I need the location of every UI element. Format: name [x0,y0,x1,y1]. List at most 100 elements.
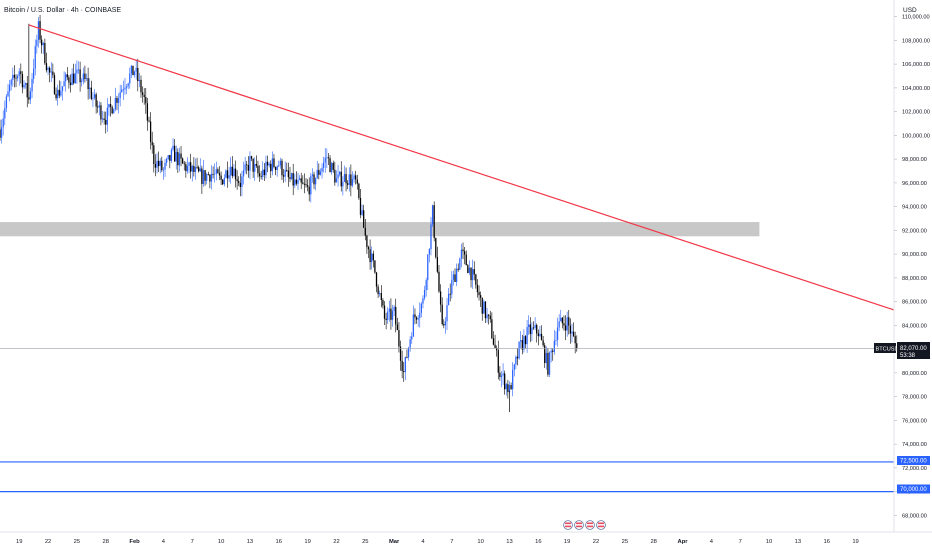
candle-body [574,336,576,344]
candle-body [271,158,274,172]
candle-body [186,165,189,172]
time-axis[interactable]: 19 22 25 28 Feb 4 7 10 13 16 19 22 25 Mar 4 7 10 13 16 19 22… [16,539,859,545]
candle-body [278,165,280,167]
candle-body [520,340,522,342]
candle-body [316,169,318,179]
candle-body [560,317,562,322]
candle-body [148,120,150,122]
candle-body [226,170,229,179]
candle-body [393,306,395,311]
candle-body [276,166,278,171]
candle-body [396,324,398,331]
time-tick-label: 13 [795,539,801,545]
candle-body [388,308,390,312]
price-axis[interactable]: 110,000.00 108,000.00 106,000.00 104,000.00… [894,15,930,520]
candle-body [324,157,326,163]
candle-body [476,284,479,293]
candle-body [119,92,121,99]
trendline[interactable] [28,24,895,311]
candle-body [536,324,538,334]
support-zone[interactable] [0,222,760,237]
candle-body [534,324,536,328]
time-tick-label: 4 [710,539,714,545]
candle-body [302,182,304,184]
candle-body [401,360,403,372]
candle-body [420,303,423,313]
event-icon-ring [563,520,573,530]
candle-body [366,235,368,248]
candle-body [79,69,81,83]
candle-body [111,106,113,114]
candle-body [255,164,257,166]
candle-body [15,77,17,79]
candle-body [451,279,453,295]
price-tick-label: 98,000.00 [902,157,927,163]
candle-body [2,118,4,128]
candle-body [191,165,193,172]
candle-body [146,103,149,121]
candle-body [457,268,459,270]
candle-body [53,75,56,95]
candle-body [508,385,511,393]
symbol-tag [874,343,896,353]
level-label-bg [897,484,930,494]
price-tick-label: 110,000.00 [902,15,930,21]
candle-body [121,89,123,93]
candle-body [528,324,530,328]
candle-body [217,169,219,174]
candle-body [339,171,341,175]
candle-body [539,333,541,337]
candle-body [329,158,331,173]
event-icons[interactable] [563,520,606,530]
candle-body [250,156,253,159]
time-tick-label: 28 [650,539,656,545]
candle-body [13,74,16,78]
event-icon-stripe [587,522,593,525]
time-tick-label: 22 [593,539,599,545]
earnings-flag-icon[interactable] [574,520,584,530]
price-tick-label: 90,000.00 [902,252,927,258]
candle-body [220,175,222,180]
earnings-flag-icon[interactable] [585,520,595,530]
candle-body [326,157,328,159]
candle-body [300,178,302,183]
candle-body [395,306,397,325]
candle-body [23,84,25,88]
candle-body [225,170,227,178]
candle-body [356,179,358,184]
earnings-flag-icon[interactable] [596,520,606,530]
price-tick-label: 80,000.00 [902,371,927,377]
candle-body [518,341,520,359]
candle-body [138,79,141,82]
candle-body [550,350,552,353]
candle-body [404,357,406,373]
candle-body [257,165,259,174]
candle-body [76,69,78,74]
candle-body [486,314,488,319]
candle-body [68,77,70,83]
candle-body [34,46,36,69]
candle-body [406,357,408,358]
candle-body [322,162,325,168]
candle-body [571,331,573,334]
candle-body [133,71,136,76]
candle-body [234,168,237,180]
earnings-flag-icon[interactable] [563,520,573,530]
candle-body [199,168,201,172]
candle-body [492,338,495,345]
candle-body [151,141,153,146]
candle-body [500,375,503,377]
candle-body [563,323,565,326]
candle-body [334,169,336,183]
candle-body [342,181,344,187]
candle-body [452,274,455,280]
candle-body [81,80,83,83]
candle-body [427,254,429,281]
time-tick-label: 10 [477,539,483,545]
candle-body [375,272,378,287]
candle-body [286,169,288,171]
candle-body [431,205,434,225]
candle-body [313,174,315,185]
candle-body [526,327,528,345]
